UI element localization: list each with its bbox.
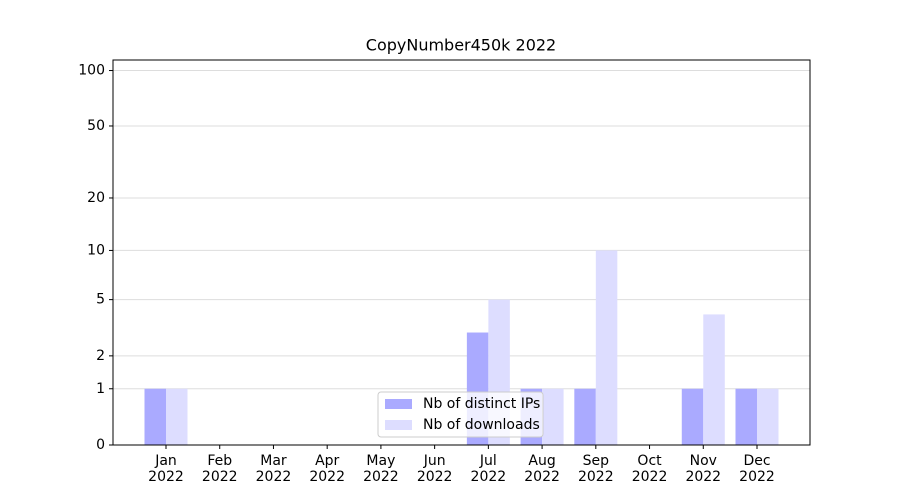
x-tick-label: Jul 2022 (471, 453, 507, 485)
y-tick-label: 2 (96, 348, 105, 364)
chart-title: CopyNumber450k 2022 (366, 36, 556, 55)
bar (681, 388, 704, 445)
legend-swatch (385, 399, 412, 409)
bar (757, 388, 779, 445)
bar (542, 388, 564, 445)
bar (166, 388, 188, 445)
x-tick-label: Oct 2022 (632, 453, 668, 485)
x-tick-label: Jan 2022 (148, 453, 184, 485)
bar (703, 314, 725, 445)
x-tick-label: Mar 2022 (256, 453, 292, 485)
x-tick-label: May 2022 (363, 453, 399, 485)
y-tick-label: 50 (87, 118, 105, 134)
x-tick-label: Aug 2022 (524, 453, 560, 485)
x-tick-label: Dec 2022 (739, 453, 775, 485)
bar (144, 388, 166, 445)
y-tick-label: 10 (87, 242, 105, 258)
y-tick-label: 20 (87, 190, 105, 206)
y-tick-label: 100 (78, 63, 105, 79)
y-tick-label: 0 (96, 437, 105, 453)
plot-frame (112, 59, 811, 446)
x-tick-label: Sep 2022 (578, 453, 614, 485)
x-tick-label: Apr 2022 (309, 453, 345, 485)
bar (595, 250, 618, 445)
y-tick-label: 1 (96, 381, 105, 397)
legend-label: Nb of downloads (423, 417, 540, 433)
y-tick-label: 5 (96, 292, 105, 308)
legend-label: Nb of distinct IPs (423, 396, 540, 412)
legend-box (377, 391, 544, 438)
x-tick-label: Jun 2022 (417, 453, 453, 485)
legend-swatch (385, 420, 412, 430)
bar (735, 388, 757, 445)
x-tick-label: Nov 2022 (685, 453, 721, 485)
x-tick-label: Feb 2022 (202, 453, 238, 485)
bar (574, 388, 596, 445)
legend: Nb of distinct IPs Nb of downloads (377, 391, 544, 438)
